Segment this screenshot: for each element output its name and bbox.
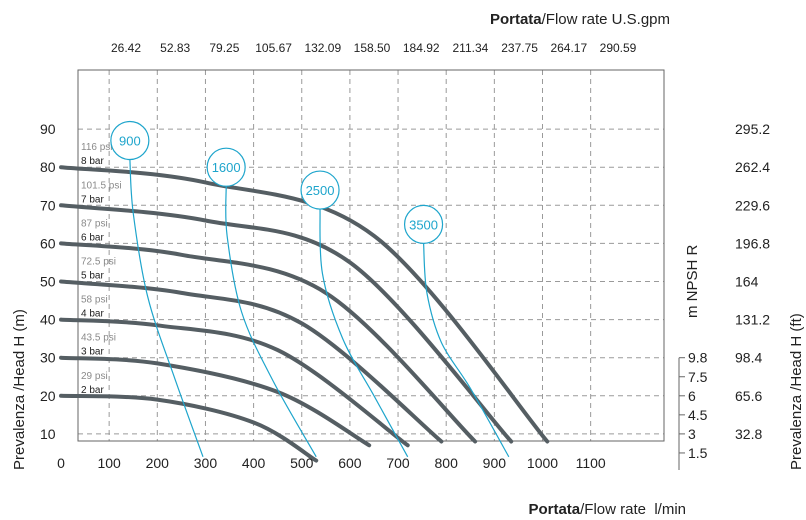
bar-label: 5 bar [81,271,104,282]
y-left-tick-label: 80 [40,159,56,175]
npsh-tick-label: 4.5 [688,407,708,423]
top-axis-title: Portata/Flow rate U.S.gpm [490,11,670,28]
x-tick-label: 300 [194,455,218,471]
tick-labels: 0 100 200 300 400 500 600 700 800 900 1000 1100 26.4… [40,41,770,471]
x-top-tick-label: 105.67 [255,41,292,55]
bar-label: 2 bar [81,385,104,396]
pressure-curve [59,393,319,463]
y-right-tick-label: 98.4 [735,350,762,366]
rpm-label: 3500 [409,217,438,232]
right-axis-title: Prevalenza /Head H (ft) [788,313,805,470]
x-top-tick-label: 52.83 [160,41,190,55]
x-tick-label: 500 [290,455,314,471]
bar-label: 6 bar [81,232,104,243]
psi-label: 58 psi [81,295,108,306]
bar-label: 7 bar [81,194,104,205]
npsh-tick-label: 7.5 [688,369,708,385]
pressure-curve [59,355,372,448]
x-top-tick-label: 237.75 [501,41,538,55]
npsh-tick-label: 1.5 [688,445,708,461]
x-top-tick-label: 211.34 [452,41,488,55]
x-tick-label: 400 [242,455,266,471]
x-tick-label: 800 [435,455,459,471]
pressure-curve [59,317,410,448]
bar-label: 8 bar [81,156,104,167]
pressure-curve [59,203,514,444]
rpm-curves: 900 1600 2500 3500 [110,120,510,458]
npsh-axis: 9.8 7.5 6 4.5 3 1.5 [678,350,708,470]
rpm-curve [423,243,510,458]
x-tick-label: 200 [146,455,170,471]
y-left-tick-label: 40 [40,312,56,328]
psi-label: 72.5 psi [81,257,116,268]
bar-label: 4 bar [81,309,104,320]
rpm-label: 2500 [306,183,335,198]
rpm-bubble [206,147,246,187]
x-top-tick-label: 184.92 [403,41,440,55]
y-right-tick-label: 295.2 [735,121,770,137]
x-tick-label: 100 [97,455,121,471]
npsh-tick-label: 3 [688,426,696,442]
y-right-tick-label: 65.6 [735,388,762,404]
rpm-label: 900 [119,134,141,149]
x-top-tick-label: 79.25 [209,41,239,55]
x-top-tick-label: 26.42 [111,41,141,55]
rpm-curve [319,209,409,458]
pressure-curve [59,241,478,444]
x-top-tick-label: 264.17 [550,41,587,55]
x-top-tick-label: 290.59 [600,41,637,55]
rpm-label: 1600 [212,160,241,175]
rpm-curve [129,159,204,458]
pressure-curve [59,165,550,444]
rpm-bubble [300,170,340,210]
y-left-tick-label: 90 [40,121,56,137]
y-right-tick-label: 229.6 [735,197,770,213]
psi-label: 116 psi [81,142,113,153]
rpm-curve [225,186,317,458]
y-right-tick-label: 196.8 [735,235,770,251]
left-axis-title: Prevalenza /Head H (m) [11,309,28,470]
y-left-tick-label: 60 [40,235,56,251]
psi-label: 87 psi [81,218,108,229]
plot-frame [77,69,665,442]
y-left-tick-label: 20 [40,388,56,404]
rpm-bubble [403,204,444,244]
y-left-tick-label: 30 [40,350,56,366]
x-tick-label: 1100 [576,455,606,471]
y-right-tick-label: 164 [735,274,759,290]
y-right-tick-label: 262.4 [735,159,770,175]
x-tick-label: 700 [386,455,410,471]
npsh-axis-title: m NPSH R [684,244,701,318]
x-tick-label: 600 [338,455,362,471]
y-left-tick-label: 70 [40,197,56,213]
y-left-tick-label: 10 [40,426,56,442]
rpm-bubble [110,120,150,161]
psi-label: 101.5 psi [81,180,122,191]
bar-label: 3 bar [81,347,104,358]
x-tick-label: 1000 [527,455,558,471]
y-left-tick-label: 50 [40,274,56,290]
bottom-axis-title: Portata/Flow rate l/min [528,501,686,518]
pressure-curve [59,279,444,444]
x-tick-label: 900 [483,455,507,471]
x-tick-label: 0 [57,455,65,471]
x-top-tick-label: 132.09 [304,41,341,55]
npsh-tick-label: 6 [688,388,696,404]
psi-label: 29 psi [81,371,108,382]
y-right-tick-label: 32.8 [735,426,762,442]
x-top-tick-label: 158.50 [354,41,391,55]
y-right-tick-label: 131.2 [735,312,770,328]
npsh-tick-label: 9.8 [688,350,708,366]
psi-label: 43.5 psi [81,333,116,344]
grid-layer [78,70,664,441]
